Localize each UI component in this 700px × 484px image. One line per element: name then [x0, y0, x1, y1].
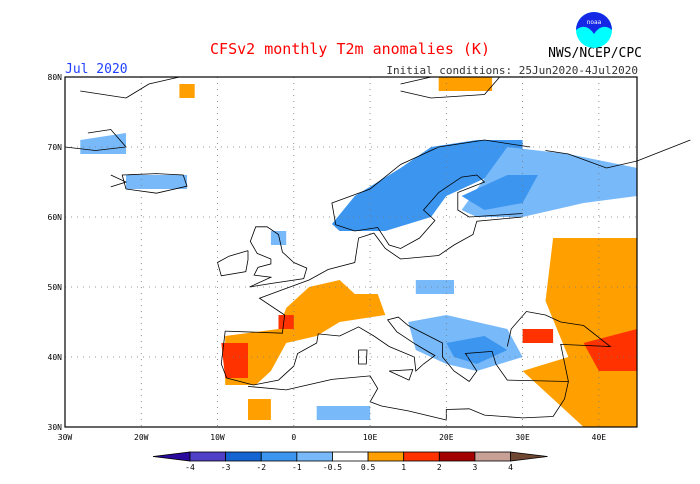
- anomaly-region: [179, 84, 195, 98]
- coastline: [217, 250, 249, 277]
- colorbar-label: 1: [401, 463, 406, 472]
- lon-tick-label: 20W: [134, 433, 149, 442]
- colorbar-label: 0.5: [361, 463, 376, 472]
- coastline: [225, 216, 523, 334]
- coastline: [121, 173, 188, 194]
- colorbar-label: 2: [437, 463, 442, 472]
- coastlines: [64, 76, 691, 421]
- colorbar-label: 3: [473, 463, 478, 472]
- lon-tick-label: 0: [291, 433, 296, 442]
- lat-tick-label: 30N: [48, 423, 63, 432]
- map-title: CFSv2 monthly T2m anomalies (K): [210, 40, 490, 58]
- anomaly-region: [248, 399, 271, 420]
- anomaly-region: [270, 231, 287, 245]
- lon-tick-label: 20E: [439, 433, 454, 442]
- colorbar-label: -2: [256, 463, 266, 472]
- colorbar-segment: [367, 451, 405, 462]
- colorbar-label: -4: [185, 463, 195, 472]
- colorbar-upper-arrow: [510, 451, 548, 462]
- colorbar-segment: [260, 451, 298, 462]
- colorbar-label: -0.5: [323, 463, 342, 472]
- colorbar-lower-arrow: [152, 451, 191, 462]
- colorbar-segment: [189, 451, 227, 462]
- coastline: [388, 369, 414, 381]
- anomaly-region: [80, 133, 126, 154]
- colorbar-segment: [225, 451, 262, 462]
- coastline: [331, 139, 531, 249]
- colorbar-label: -1: [292, 463, 302, 472]
- anomaly-region: [415, 280, 454, 294]
- noaa-logo: noaa: [576, 12, 612, 48]
- coastline: [400, 76, 501, 99]
- coastline: [249, 226, 308, 288]
- lat-tick-label: 80N: [48, 73, 63, 82]
- colorbar-segment: [474, 451, 511, 462]
- svg-text:noaa: noaa: [587, 19, 602, 26]
- colorbar-segment: [296, 451, 333, 462]
- lat-tick-label: 70N: [48, 143, 63, 152]
- anomaly-region: [278, 315, 294, 329]
- colorbar-label: 4: [508, 463, 513, 472]
- lon-tick-label: 30W: [58, 433, 73, 442]
- anomaly-region: [438, 77, 493, 91]
- anomaly-region: [221, 343, 248, 378]
- coastline: [220, 311, 612, 386]
- anomaly-region: [316, 406, 371, 420]
- initial-conditions: Initial conditions: 25Jun2020-4Jul2020: [386, 64, 638, 77]
- map-frame: [64, 76, 638, 428]
- colorbar-label: -3: [221, 463, 231, 472]
- anomaly-region: [331, 140, 523, 231]
- lat-tick-label: 60N: [48, 213, 63, 222]
- lon-tick-label: 30E: [515, 433, 530, 442]
- coastline: [358, 349, 368, 365]
- coastline: [110, 174, 128, 188]
- coastline: [80, 76, 180, 99]
- colorbar-segment: [332, 451, 369, 462]
- anomaly-region: [126, 175, 187, 189]
- anomaly-region: [583, 329, 637, 371]
- lat-tick-label: 40N: [48, 353, 63, 362]
- lon-tick-label: 40E: [592, 433, 607, 442]
- anomaly-shading: [80, 77, 637, 427]
- anomaly-region: [522, 329, 554, 343]
- colorbar-segment: [403, 451, 440, 462]
- coastline: [247, 375, 569, 421]
- lat-tick-label: 50N: [48, 283, 63, 292]
- anomaly-region: [522, 238, 637, 427]
- coastline: [545, 139, 691, 169]
- forecast-month: Jul 2020: [65, 62, 128, 77]
- agency-label: NWS/NCEP/CPC: [548, 46, 642, 61]
- colorbar-segment: [438, 451, 476, 462]
- anomaly-region: [461, 175, 538, 210]
- lon-tick-label: 10E: [363, 433, 378, 442]
- lon-tick-label: 10W: [210, 433, 225, 442]
- gridlines: [65, 77, 637, 427]
- anomaly-region: [225, 280, 386, 385]
- colorbar: -4 -3 -2 -1 -0.5 0.5 1 2 3 4: [152, 451, 548, 472]
